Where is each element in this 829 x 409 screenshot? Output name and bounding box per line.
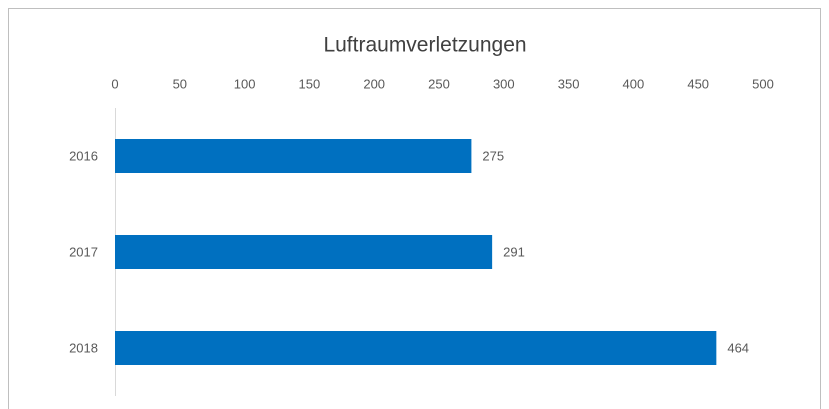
y-tick-label: 2017 [69,244,98,259]
bar [115,235,493,269]
chart-title: Luftraumverletzungen [323,34,526,57]
bar [115,331,717,365]
x-tick-label: 200 [363,76,385,91]
bar [115,139,472,173]
y-tick-label: 2018 [69,340,98,355]
x-tick-label: 300 [493,76,515,91]
x-tick-label: 500 [752,76,774,91]
x-tick-label: 150 [299,76,321,91]
x-tick-label: 450 [687,76,709,91]
x-tick-label: 400 [623,76,645,91]
x-tick-label: 50 [173,76,187,91]
data-label: 275 [482,148,504,163]
x-tick-label: 250 [428,76,450,91]
x-tick-label: 100 [234,76,256,91]
x-tick-label: 350 [558,76,580,91]
y-tick-label: 2016 [69,148,98,163]
data-label: 464 [727,340,749,355]
data-label: 291 [503,244,525,259]
x-tick-label: 0 [111,76,118,91]
